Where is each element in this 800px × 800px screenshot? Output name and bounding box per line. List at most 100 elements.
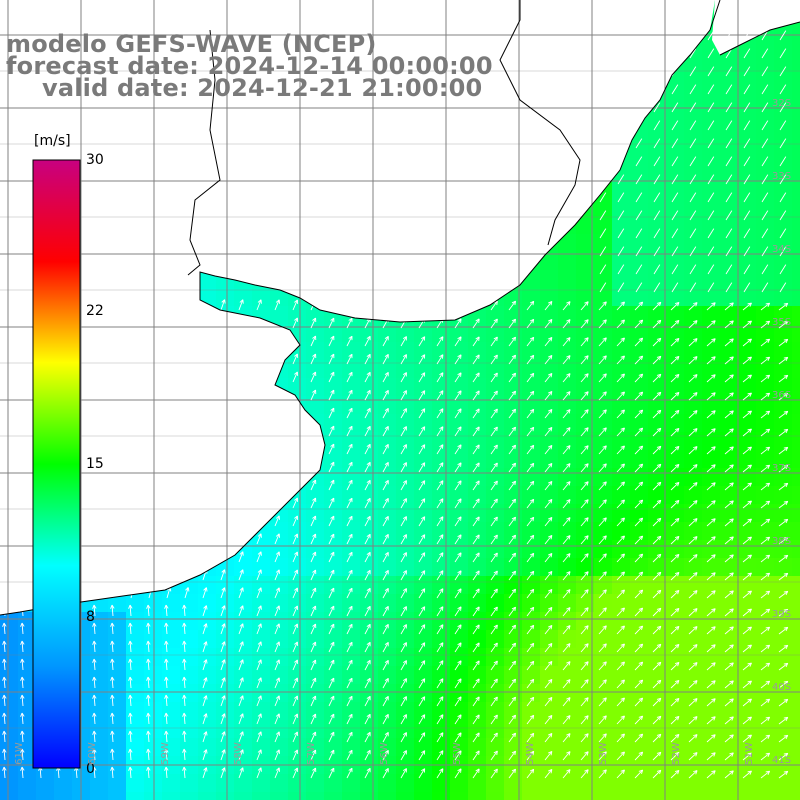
wind-arrow: [92, 604, 97, 617]
wind-arrow: [635, 228, 643, 239]
wind-arrow: [310, 749, 317, 761]
wind-arrow: [472, 606, 480, 617]
wind-arrow: [328, 659, 335, 671]
wind-arrow: [454, 606, 462, 617]
wind-arrow: [779, 138, 787, 149]
wind-arrow: [382, 678, 389, 689]
wind-arrow: [292, 623, 299, 635]
wind-arrow: [328, 425, 335, 437]
wind-arrow: [418, 408, 426, 419]
wind-arrow: [202, 623, 208, 635]
wind-arrow: [292, 551, 299, 563]
wind-arrow: [454, 498, 462, 509]
wind-arrow: [778, 446, 789, 455]
lat-label: 38S: [772, 536, 792, 547]
wind-arrow: [182, 766, 187, 779]
wind-arrow: [707, 66, 715, 77]
wind-arrow: [472, 750, 480, 761]
wind-arrow: [472, 732, 480, 743]
wind-arrow: [544, 661, 553, 671]
wind-arrow: [418, 660, 426, 671]
wind-arrow: [743, 228, 751, 239]
wind-arrow: [634, 553, 644, 563]
lon-label: 61W: [13, 742, 25, 765]
wind-arrow: [652, 499, 662, 509]
wind-arrow: [128, 730, 133, 743]
wind-arrow: [724, 464, 734, 473]
wind-arrow: [689, 120, 697, 131]
wind-arrow: [652, 679, 662, 689]
colorbar-tick-8: 8: [86, 609, 95, 625]
wind-arrow: [164, 694, 169, 707]
wind-arrow: [382, 606, 389, 617]
wind-arrow: [778, 428, 789, 437]
wind-arrow: [617, 264, 625, 275]
wind-arrow: [688, 644, 698, 653]
wind-arrow: [544, 733, 553, 743]
wind-arrow: [652, 589, 662, 599]
wind-arrow: [382, 642, 389, 653]
wind-arrow: [400, 642, 407, 653]
wind-arrow: [761, 102, 769, 113]
wind-arrow: [310, 587, 317, 599]
wind-arrow: [220, 767, 226, 779]
wind-arrow: [238, 731, 244, 743]
wind-arrow: [670, 715, 680, 725]
wind-arrow: [778, 698, 789, 707]
wind-arrow: [256, 551, 262, 563]
wind-arrow: [490, 426, 498, 437]
wind-arrow: [544, 535, 553, 545]
wind-arrow: [112, 586, 117, 599]
wind-arrow: [274, 533, 280, 545]
wind-arrow: [346, 317, 353, 329]
wind-arrow: [689, 282, 697, 293]
wind-arrow: [562, 499, 571, 509]
wind-arrow: [2, 658, 7, 671]
wind-arrow: [580, 463, 589, 473]
wind-arrow: [724, 428, 734, 437]
wind-arrow: [238, 749, 244, 761]
wind-arrow: [146, 748, 151, 761]
wind-arrow: [508, 624, 516, 635]
wind-arrow: [508, 678, 516, 689]
wind-arrow: [526, 570, 535, 581]
wind-arrow: [418, 318, 426, 329]
wind-arrow: [599, 210, 607, 221]
wind-arrow: [743, 120, 751, 131]
wind-arrow: [364, 713, 371, 725]
wind-arrow: [202, 659, 208, 671]
wind-arrow: [616, 409, 625, 419]
wind-arrow: [634, 409, 644, 419]
wind-arrow: [634, 481, 644, 491]
wind-arrow: [544, 391, 553, 401]
wind-arrow: [146, 658, 151, 671]
wind-arrow: [671, 102, 679, 113]
wind-arrow: [400, 336, 407, 347]
wind-arrow: [544, 373, 553, 383]
wind-arrow: [724, 410, 734, 419]
wind-arrow: [526, 390, 535, 401]
wind-arrow: [743, 48, 751, 59]
wind-arrow: [382, 714, 389, 725]
wind-arrow: [346, 461, 353, 473]
wind-arrow: [148, 587, 154, 599]
wind-arrow: [724, 716, 734, 725]
wind-arrow: [689, 228, 697, 239]
wind-arrow: [490, 372, 498, 383]
wind-arrow: [779, 246, 787, 257]
wind-arrow: [202, 677, 208, 689]
wind-arrow: [346, 497, 353, 509]
wind-arrow: [544, 607, 553, 617]
wind-arrow: [454, 660, 462, 671]
wind-arrow: [436, 498, 444, 509]
wind-arrow: [472, 336, 480, 347]
wind-arrow: [724, 500, 734, 509]
wind-arrow: [634, 643, 644, 653]
wind-arrow: [707, 120, 715, 131]
wind-arrow: [256, 623, 262, 635]
wind-arrow: [328, 533, 335, 545]
wind-arrow: [328, 461, 335, 473]
wind-arrow: [760, 590, 771, 599]
lon-label: 52W: [670, 742, 682, 765]
wind-arrow: [562, 535, 571, 545]
